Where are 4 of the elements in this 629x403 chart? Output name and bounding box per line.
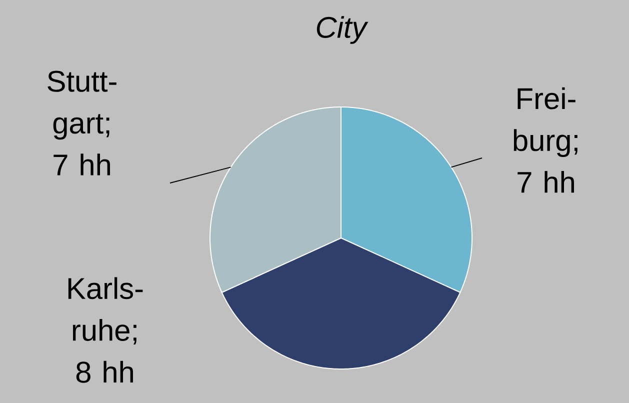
chart-title: City bbox=[316, 16, 368, 44]
slice-label: Frei-burg; 7 hh bbox=[514, 87, 578, 193]
slice-label: Stutt-gart; 7 hh bbox=[48, 70, 116, 176]
slice-label: Karls-ruhe; 8 hh bbox=[68, 277, 143, 383]
